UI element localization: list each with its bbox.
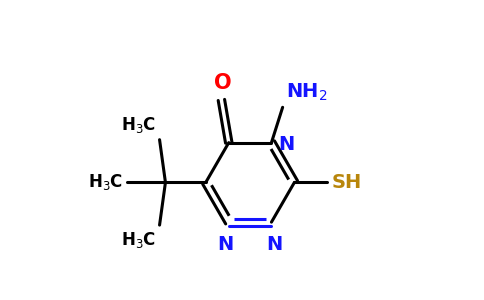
Text: SH: SH: [332, 173, 362, 192]
Text: H$_3$C: H$_3$C: [88, 172, 123, 192]
Text: O: O: [214, 73, 232, 93]
Text: H$_3$C: H$_3$C: [121, 115, 157, 135]
Text: N: N: [218, 236, 234, 254]
Text: N: N: [266, 236, 283, 254]
Text: NH$_2$: NH$_2$: [286, 82, 327, 103]
Text: N: N: [278, 135, 294, 154]
Text: H$_3$C: H$_3$C: [121, 230, 157, 250]
